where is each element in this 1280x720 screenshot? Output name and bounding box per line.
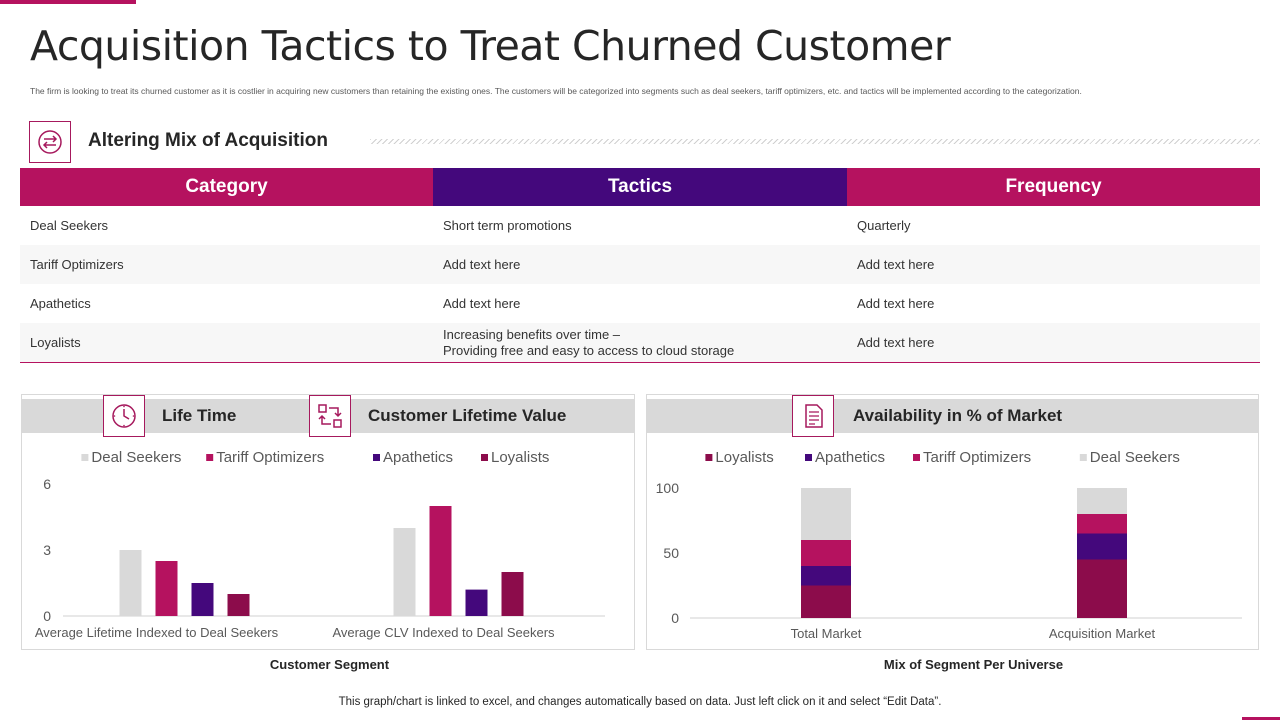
cell-tactics: Increasing benefits over time – Providin… [433,323,847,363]
legend-swatch-deal-seekers [81,454,89,461]
legend-swatch-tariff-optimizers [913,454,920,461]
cell-category: Apathetics [30,295,91,311]
stacked-bar-deal-seekers-1 [801,488,851,540]
legend-label-deal-seekers: Deal Seekers [1090,449,1180,466]
cell-frequency: Quarterly [857,217,911,233]
stacked-bar-deal-seekers-2 [1077,488,1127,514]
clv-label: Customer Lifetime Value [368,406,567,425]
bottom-accent-bar [1242,717,1280,720]
right-panel-caption: Mix of Segment Per Universe [883,657,1064,672]
table-header-row: Category Tactics Frequency [20,168,1260,206]
top-accent-bar [0,0,136,4]
table-row: Loyalists Increasing benefits over time … [20,323,1260,363]
stacked-bar-tariff-optimizers-1 [801,540,851,566]
tactics-table: Category Tactics Frequency Deal Seekers … [20,168,1260,363]
bar-apathetics-2 [465,589,488,616]
legend-swatch-apathetics [805,454,812,461]
cell-frequency: Add text here [847,245,1260,284]
header-frequency: Frequency [847,168,1260,206]
legend-label-apathetics: Apathetics [815,449,885,466]
hatched-divider [370,139,1260,144]
y-tick-label: 6 [43,476,51,492]
cell-frequency: Add text here [857,295,935,311]
header-category: Category [20,168,433,206]
bar-apathetics-1 [191,583,214,616]
cell-tactics: Short term promotions [443,217,572,233]
y-tick-label: 50 [663,545,679,561]
availability-stacked-chart[interactable]: Loyalists Apathetics Tariff Optimizers Deal… [646,440,1259,650]
cell-tactics: Add text here [433,245,847,284]
legend-swatch-deal-seekers [1079,454,1087,461]
legend-swatch-loyalists [705,454,713,461]
table-row: Apathetics Add text here Add text here [20,284,1260,323]
life-time-label: Life Time [162,406,237,425]
x-tick-label: Total Market [791,626,862,641]
stacked-bar-loyalists-2 [1077,559,1127,618]
availability-label: Availability in % of Market [853,406,1063,425]
y-tick-label: 0 [43,608,51,624]
y-tick-label: 3 [43,542,51,558]
x-tick-label: Average Lifetime Indexed to Deal Seekers [35,625,279,640]
stacked-bar-tariff-optimizers-2 [1077,514,1127,534]
table-row: Deal Seekers Short term promotions Quart… [20,206,1260,245]
bar-deal-seekers-1 [119,550,142,616]
legend-label-tariff-optimizers: Tariff Optimizers [216,449,324,466]
lifetime-bar-chart[interactable]: Deal Seekers Tariff Optimizers Apathetics L… [21,440,635,650]
stacked-bar-apathetics-2 [1077,533,1127,560]
x-tick-label: Average CLV Indexed to Deal Seekers [332,625,555,640]
legend-label-apathetics: Apathetics [383,449,453,466]
left-panel-caption: Customer Segment [269,657,390,672]
section-heading: Altering Mix of Acquisition [88,130,328,151]
table-row: Tariff Optimizers Add text here Add text… [20,245,1260,284]
bar-loyalists-1 [227,594,250,616]
x-tick-label: Acquisition Market [1049,626,1156,641]
cell-tactics: Add text here [443,295,521,311]
y-tick-label: 100 [656,480,680,496]
legend-swatch-tariff-optimizers [206,454,214,461]
legend-label-deal-seekers: Deal Seekers [91,449,181,466]
header-tactics: Tactics [433,168,847,206]
cell-frequency: Add text here [847,323,1260,363]
bar-loyalists-2 [501,572,524,616]
legend-swatch-loyalists [481,454,488,461]
legend-swatch-apathetics [373,454,380,461]
bar-tariff-optimizers-1 [155,561,178,616]
cell-category: Tariff Optimizers [20,245,433,284]
arrows-exchange-icon [29,121,71,163]
y-tick-label: 0 [671,610,679,626]
page-title: Acquisition Tactics to Treat Churned Cus… [30,22,951,70]
bar-tariff-optimizers-2 [429,506,452,616]
legend-label-loyalists: Loyalists [715,449,773,466]
document-icon [792,395,834,437]
availability-chart-panel [646,394,1259,650]
legend-label-loyalists: Loyalists [491,449,549,466]
footer-note: This graph/chart is linked to excel, and… [338,696,942,708]
cell-category: Deal Seekers [30,217,109,233]
stacked-bar-apathetics-1 [801,566,851,586]
process-flow-icon [309,395,351,437]
clock-icon [103,395,145,437]
panel-header-band [647,399,1258,433]
cell-category: Loyalists [20,323,433,363]
bar-deal-seekers-2 [393,528,416,616]
stacked-bar-loyalists-1 [801,585,851,618]
legend-label-tariff-optimizers: Tariff Optimizers [923,449,1031,466]
page-subtitle: The firm is looking to treat its churned… [30,86,1082,96]
